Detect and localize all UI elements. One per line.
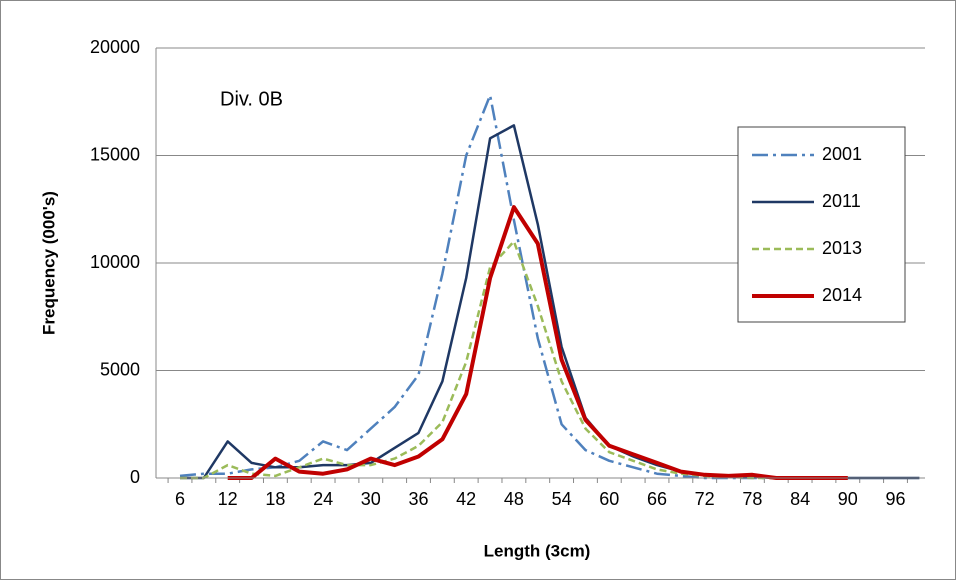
legend-box [737,126,906,323]
x-tick-label: 18 [265,489,285,509]
y-axis-title: Frequency (000's) [39,191,58,335]
y-tick-label: 20000 [90,37,140,57]
x-tick-label: 90 [838,489,858,509]
x-tick-label: 84 [790,489,810,509]
legend-label: 2011 [822,191,861,211]
x-tick-label: 72 [695,489,715,509]
x-tick-label: 6 [175,489,185,509]
legend-label: 2013 [822,238,862,258]
y-tick-label: 0 [130,467,140,487]
x-tick-label: 24 [313,489,333,509]
legend-label: 2001 [822,144,862,164]
x-tick-label: 30 [361,489,381,509]
series-line [179,94,848,480]
x-tick-label: 54 [552,489,572,509]
legend-label: 2014 [822,285,862,305]
x-tick-label: 60 [599,489,619,509]
x-tick-label: 66 [647,489,667,509]
y-tick-label: 15000 [90,144,140,164]
x-tick-label: 42 [456,489,476,509]
x-tick-label: 48 [504,489,524,509]
x-tick-label: 96 [885,489,905,509]
series-line [227,205,848,480]
y-tick-label: 5000 [100,359,140,379]
x-tick-label: 12 [218,489,238,509]
y-tick-label: 10000 [90,252,140,272]
annotation: Div. 0B [220,88,283,110]
x-axis-title: Length (3cm) [484,541,591,560]
x-tick-label: 78 [742,489,762,509]
x-tick-label: 36 [408,489,428,509]
